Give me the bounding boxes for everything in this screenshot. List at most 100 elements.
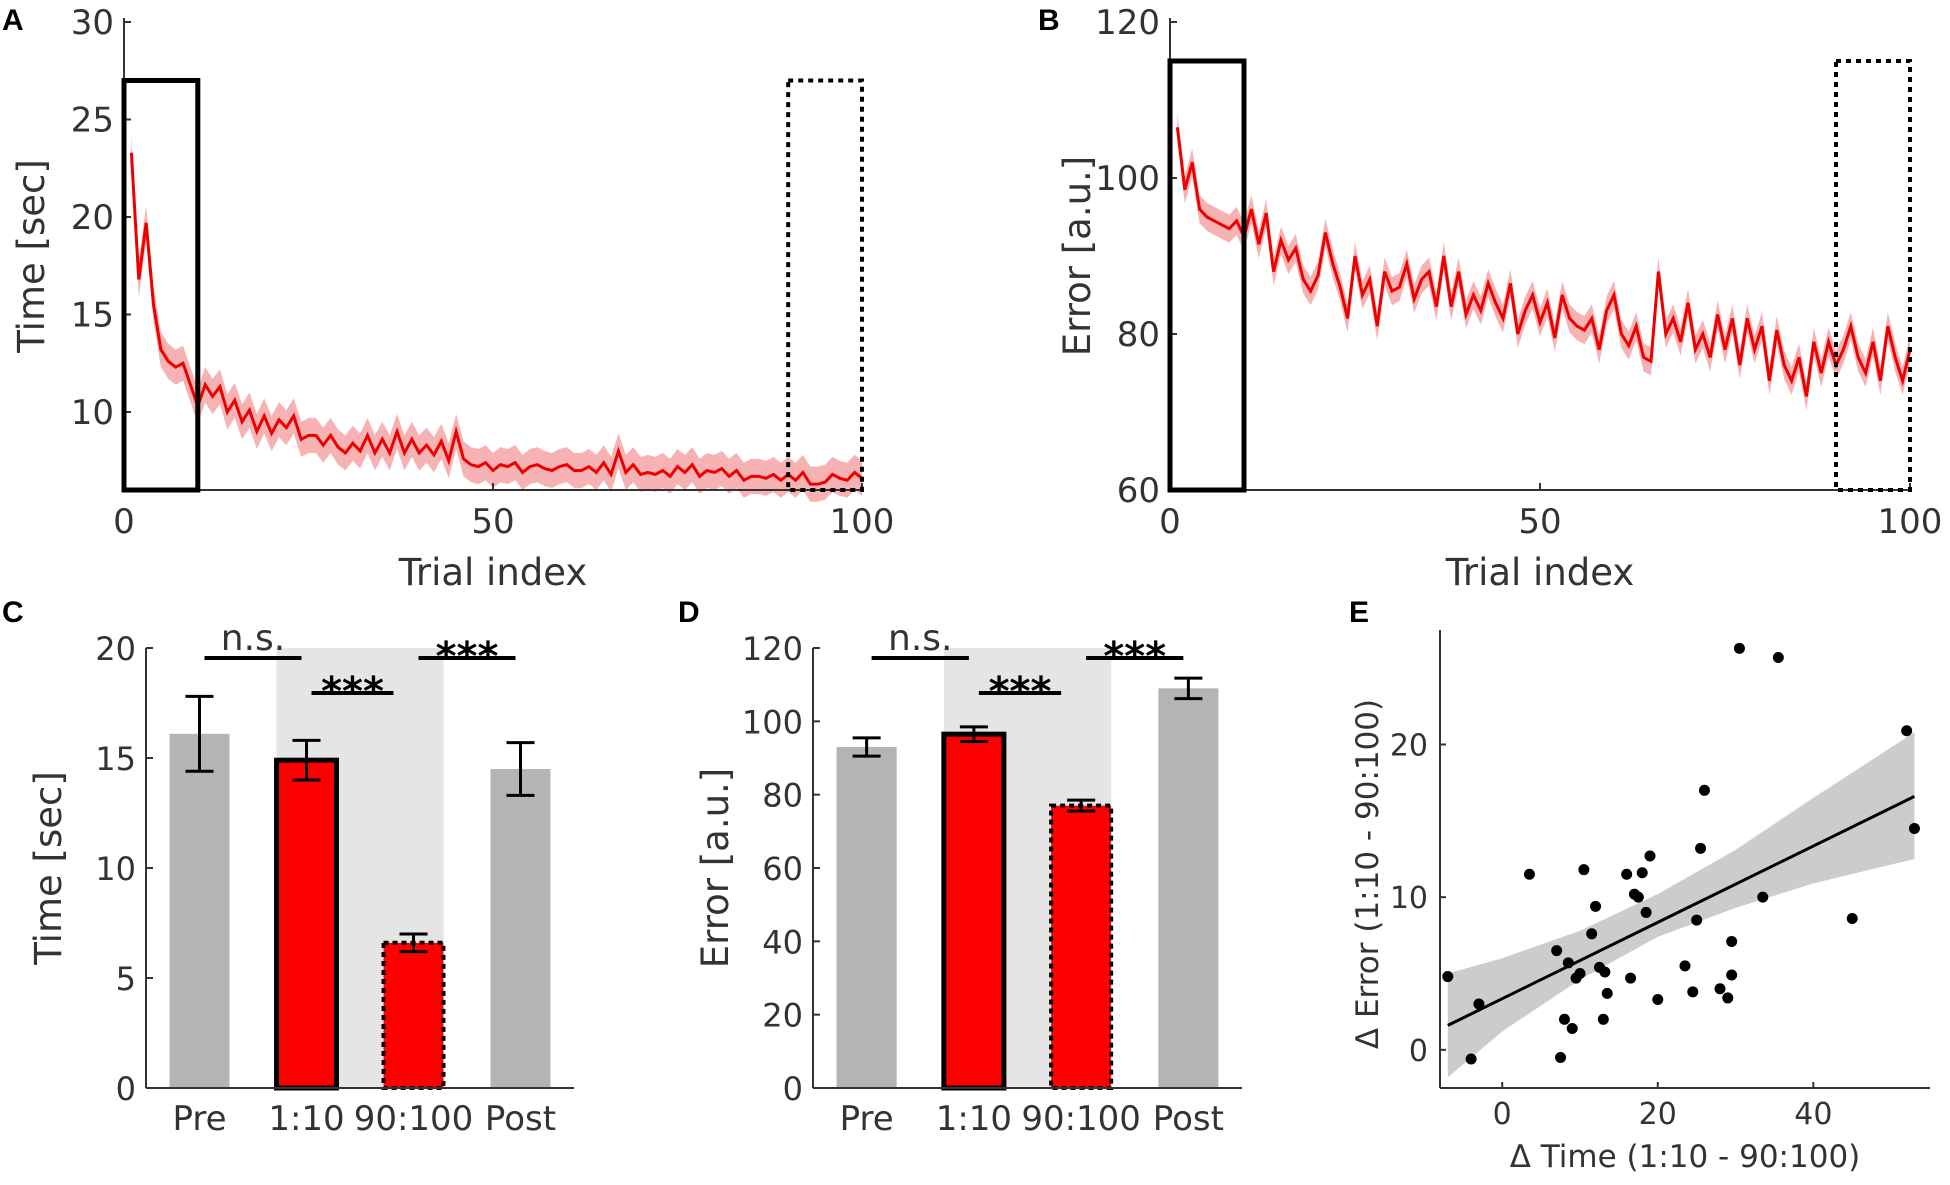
bar-1-10: [941, 731, 1007, 1091]
category-label: Post: [485, 1099, 556, 1139]
scatter-point: [1597, 1013, 1609, 1025]
series-line: [1175, 127, 1912, 397]
scatter-point: [1772, 651, 1784, 663]
bar-Pre: [836, 747, 897, 1088]
scatter-point: [1601, 987, 1613, 999]
scatter-point: [1726, 969, 1738, 981]
scatter-point: [1465, 1053, 1477, 1065]
scatter-point: [1599, 966, 1611, 978]
significance-label: ***: [321, 669, 384, 715]
y-tick-label: 15: [71, 296, 114, 336]
y-tick-label: 20: [95, 630, 136, 668]
y-tick-label: 20: [762, 997, 803, 1035]
y-tick-label: 100: [1095, 159, 1160, 199]
y-tick-label: 0: [783, 1070, 803, 1108]
y-tick-label: 0: [1409, 1034, 1428, 1069]
significance-label: ***: [436, 634, 499, 680]
x-tick-label: 100: [1878, 502, 1943, 542]
scatter-point: [1621, 868, 1633, 880]
x-tick-label: 0: [1159, 502, 1181, 542]
scatter-point: [1625, 972, 1637, 984]
chart-panel-d: Pre 1:10 90:100 Post 0 20 40 60 80 100 120 Error [a…: [694, 618, 1242, 1139]
chart-panel-b: 60 80 100 120 0 50 100 Trial index Error [a.u.]: [1056, 3, 1942, 594]
scatter-point: [1901, 725, 1913, 737]
y-axis-label: Error [a.u.]: [1056, 156, 1099, 356]
category-label: 90:100: [354, 1099, 474, 1139]
y-axis-label: Time [sec]: [10, 159, 53, 354]
x-axis-label: Trial index: [1445, 551, 1635, 594]
window-box-late: [786, 78, 865, 492]
bar-90-100: [381, 940, 446, 1090]
scatter-point: [1687, 986, 1699, 998]
bar-1-10: [274, 757, 339, 1091]
window-box-early: [1167, 58, 1247, 493]
scatter-point: [1652, 993, 1664, 1005]
scatter-point: [1698, 784, 1710, 796]
y-tick-label: 20: [71, 198, 114, 238]
y-tick-label: 120: [742, 630, 803, 668]
chart-panel-e: 0 20 40 0 10 20 Δ Time (1:10 - 90:100) Δ Error …: [1350, 630, 1930, 1175]
window-box-early: [121, 78, 201, 493]
scatter-point: [1722, 992, 1734, 1004]
scatter-point: [1679, 960, 1691, 972]
scatter-point: [1714, 983, 1726, 995]
scatter-point: [1691, 914, 1703, 926]
scatter-point: [1566, 1022, 1578, 1034]
bar-Pre: [169, 733, 230, 1088]
scatter-point: [1562, 957, 1574, 969]
scatter-point: [1640, 906, 1652, 918]
y-tick-label: 25: [71, 101, 114, 141]
scatter-point: [1523, 868, 1535, 880]
panel-label-a: A: [2, 4, 24, 37]
x-tick-label: 50: [1518, 502, 1561, 542]
bar-Post: [490, 769, 551, 1088]
chart-panel-c: Pre 1:10 90:100 Post 0 5 10 15 20 Time [sec] n.s. *…: [27, 618, 574, 1139]
y-tick-label: 0: [116, 1070, 136, 1108]
scatter-point: [1558, 1013, 1570, 1025]
scatter-point: [1636, 867, 1648, 879]
scatter-point: [1578, 864, 1590, 876]
y-tick-label: 40: [762, 923, 803, 961]
category-label: Post: [1153, 1099, 1224, 1139]
series-line: [129, 152, 863, 486]
x-tick-label: 100: [830, 502, 895, 542]
category-label: 1:10: [936, 1099, 1012, 1139]
y-tick-label: 120: [1095, 3, 1160, 43]
bar-90-100: [1049, 803, 1114, 1091]
y-axis-label: Δ Error (1:10 - 90:100): [1350, 699, 1386, 1049]
x-axis-label: Δ Time (1:10 - 90:100): [1510, 1139, 1861, 1175]
scatter-point: [1473, 998, 1485, 1010]
category-label: Pre: [840, 1099, 894, 1139]
scatter-point: [1695, 842, 1707, 854]
scatter-point: [1757, 891, 1769, 903]
x-tick-label: 20: [1639, 1097, 1677, 1132]
significance-label: n.s.: [221, 618, 285, 659]
category-label: 1:10: [268, 1099, 344, 1139]
y-tick-label: 80: [762, 777, 803, 815]
bar-Post: [1158, 688, 1219, 1088]
error-band: [131, 135, 862, 502]
y-tick-label: 80: [1117, 315, 1160, 355]
regression-line: [1447, 795, 1916, 1027]
confidence-band: [1447, 732, 1915, 1078]
y-tick-label: 60: [762, 850, 803, 888]
window-box-late: [1834, 59, 1912, 492]
scatter-point: [1551, 945, 1563, 957]
y-axis-label: Time [sec]: [27, 771, 70, 966]
significance-label: ***: [989, 669, 1052, 715]
x-tick-label: 0: [1493, 1097, 1512, 1132]
scatter-point: [1632, 891, 1644, 903]
y-tick-label: 100: [742, 703, 803, 741]
category-label: 90:100: [1021, 1099, 1141, 1139]
significance-label: ***: [1103, 634, 1166, 680]
scatter-point: [1442, 971, 1454, 983]
panel-label-c: C: [2, 596, 24, 629]
y-tick-label: 10: [95, 850, 136, 888]
x-tick-label: 50: [471, 502, 514, 542]
scatter-point: [1574, 968, 1586, 979]
y-tick-label: 15: [95, 740, 136, 778]
x-tick-label: 40: [1794, 1097, 1832, 1132]
y-tick-label: 60: [1117, 471, 1160, 511]
scatter-point: [1555, 1051, 1567, 1063]
